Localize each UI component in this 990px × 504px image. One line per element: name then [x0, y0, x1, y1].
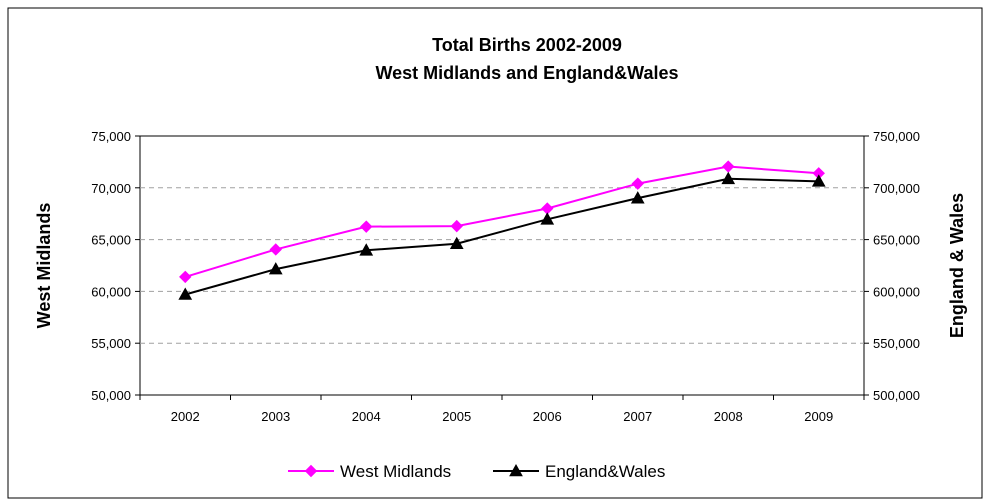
y-right-tick-label: 750,000 [873, 129, 920, 144]
y-right-tick-label: 500,000 [873, 388, 920, 403]
x-tick-label: 2002 [171, 409, 200, 424]
y-right-tick-label: 650,000 [873, 233, 920, 248]
legend: West Midlands England&Wales [288, 462, 665, 481]
y-right-tick-label: 550,000 [873, 336, 920, 351]
y-left-tick-label: 50,000 [91, 388, 131, 403]
legend-marker [509, 463, 523, 477]
legend-marker [304, 464, 318, 478]
chart-title: Total Births 2002-2009 [432, 35, 622, 55]
y-axis-right-title: England & Wales [947, 193, 967, 338]
legend-label: West Midlands [340, 462, 451, 481]
series-line [184, 165, 819, 278]
chart-subtitle: West Midlands and England&Wales [375, 63, 678, 83]
plot-area [139, 135, 865, 396]
series-west-midlands [179, 160, 825, 284]
data-point [179, 270, 192, 284]
y-left-tick-label: 65,000 [91, 233, 131, 248]
series-line [184, 177, 819, 296]
data-point [450, 219, 463, 233]
x-axis: 2002 2003 2004 2005 2006 2007 2008 2009 [139, 395, 865, 424]
legend-item: West Midlands [288, 462, 451, 481]
y-left-tick-label: 60,000 [91, 284, 131, 299]
series-layer [178, 160, 826, 300]
y-axis-left-title: West Midlands [34, 203, 54, 329]
x-tick-label: 2007 [623, 409, 652, 424]
x-tick-label: 2003 [261, 409, 290, 424]
data-point [540, 212, 555, 225]
data-point [721, 171, 736, 185]
y-right-tick-label: 600,000 [873, 284, 920, 299]
data-point [360, 220, 373, 233]
x-tick-label: 2005 [442, 409, 471, 424]
y-left-tick-label: 55,000 [91, 336, 131, 351]
data-point [449, 236, 464, 250]
legend-label: England&Wales [545, 462, 665, 481]
series-england-wales [178, 171, 826, 300]
data-point [631, 177, 644, 190]
x-tick-label: 2008 [714, 409, 743, 424]
gridlines [140, 187, 864, 344]
y-right-tick-label: 700,000 [873, 181, 920, 196]
data-point [811, 174, 826, 187]
data-point [268, 262, 283, 275]
data-point [178, 287, 193, 300]
y-axis-right: 500,000 550,000 600,000 650,000 700,000 750,0… [864, 129, 920, 403]
data-point [269, 243, 282, 256]
legend-item: England&Wales [493, 462, 665, 481]
data-point [630, 191, 645, 204]
x-tick-label: 2009 [804, 409, 833, 424]
y-left-tick-label: 70,000 [91, 181, 131, 196]
x-tick-label: 2004 [352, 409, 381, 424]
data-point [359, 243, 374, 256]
x-tick-label: 2006 [533, 409, 562, 424]
y-axis-left: 50,000 55,000 60,000 65,000 70,000 75,000 [91, 129, 140, 403]
y-left-tick-label: 75,000 [91, 129, 131, 144]
